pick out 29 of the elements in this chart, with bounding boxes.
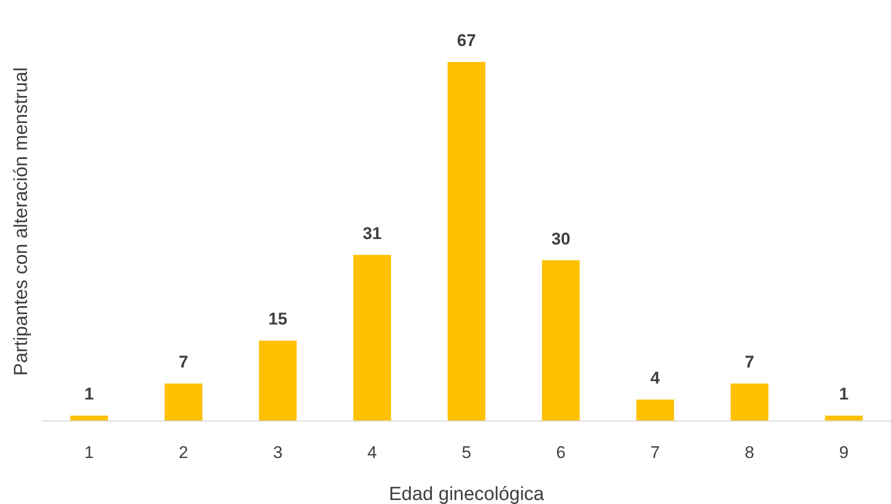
- bar: [353, 254, 392, 421]
- data-label: 4: [650, 368, 660, 388]
- bar: [730, 383, 768, 421]
- data-label: 1: [839, 384, 849, 404]
- data-label: 15: [268, 310, 288, 329]
- x-tick-label: 8: [744, 443, 754, 462]
- x-tick-label: 9: [839, 443, 849, 462]
- x-tick-label: 7: [650, 443, 660, 462]
- bar: [164, 383, 202, 421]
- bar: [258, 340, 297, 421]
- x-tick-label: 3: [273, 443, 283, 462]
- bar: [70, 416, 108, 421]
- x-tick-label: 2: [178, 443, 188, 462]
- x-tick-label: 1: [84, 443, 94, 462]
- bar: [636, 400, 674, 421]
- x-tick-label: 6: [556, 443, 566, 462]
- data-label: 7: [178, 352, 188, 372]
- data-label: 1: [84, 384, 94, 404]
- x-tick-label: 5: [462, 443, 472, 462]
- data-label: 7: [744, 352, 754, 372]
- bar: [824, 416, 863, 421]
- data-label: 30: [551, 229, 570, 248]
- x-tick-label: 4: [367, 443, 377, 462]
- data-label: 67: [457, 31, 476, 50]
- data-label: 31: [362, 224, 382, 243]
- bar: [448, 62, 486, 421]
- x-axis-title: Edad ginecológica: [388, 484, 545, 504]
- bar: [542, 260, 580, 421]
- y-axis-title: Partipantes con alteración menstrual: [11, 67, 32, 376]
